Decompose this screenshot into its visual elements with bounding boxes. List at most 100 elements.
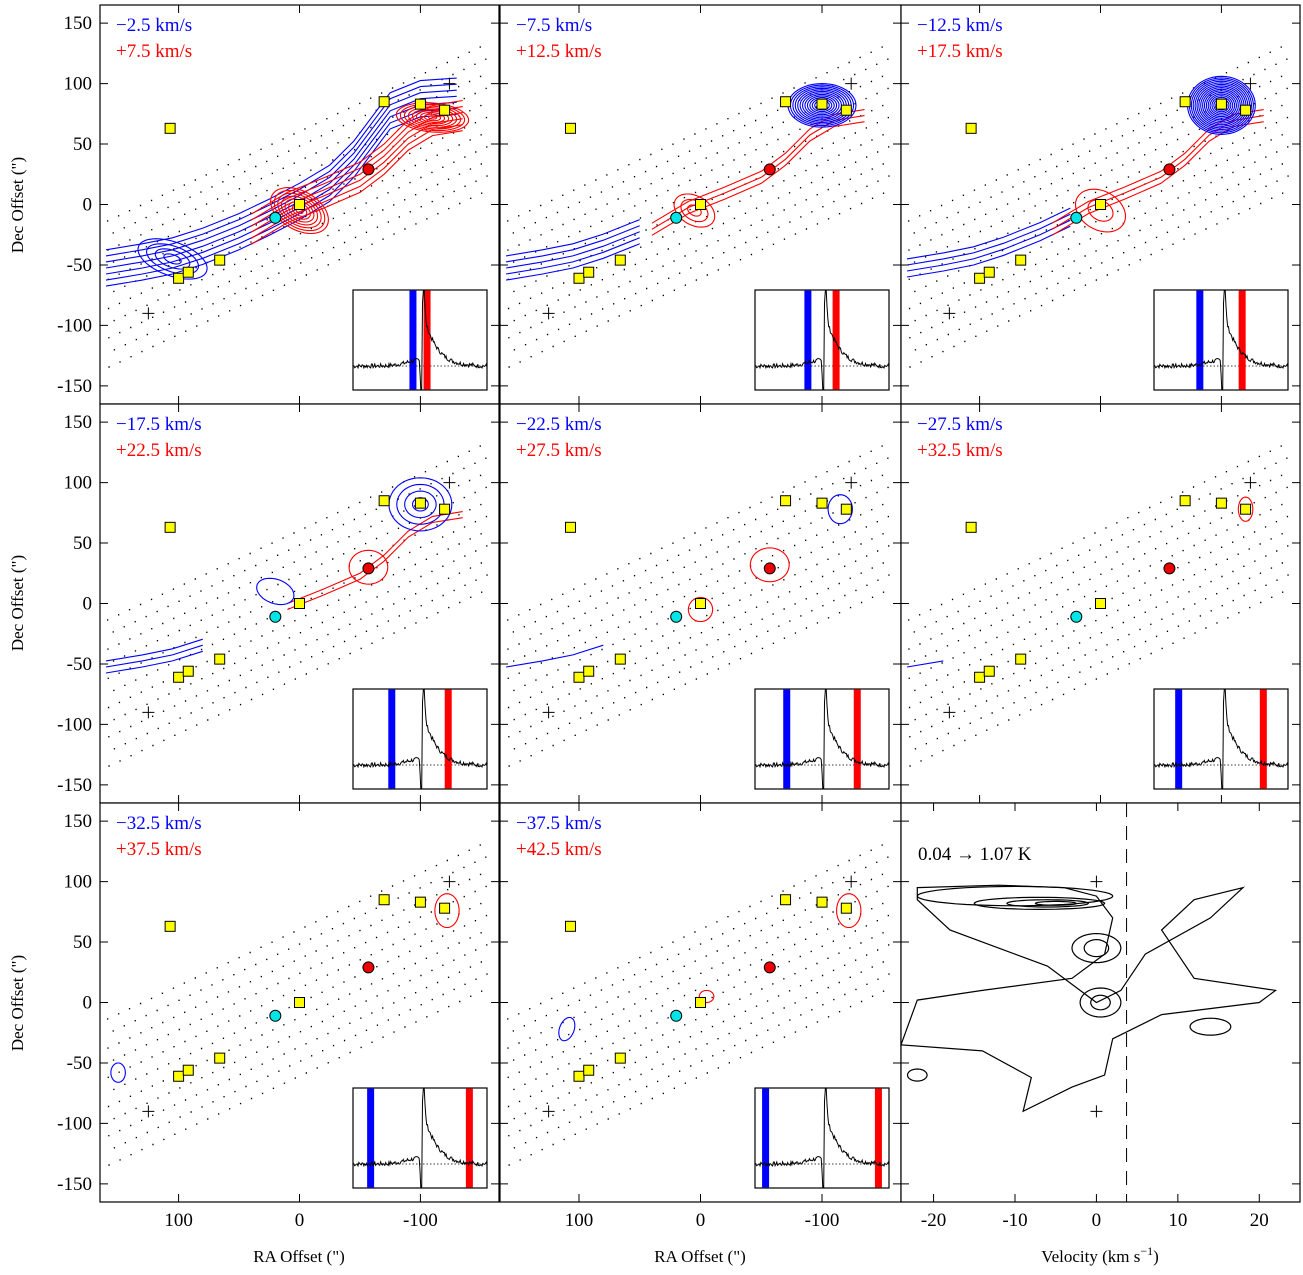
pv-contour (916, 885, 1114, 907)
yellow-square-source (695, 997, 706, 1008)
map-panel-8: −37.5 km/s +42.5 km/s 100 0 -100 (499, 802, 902, 1231)
red-contour (687, 596, 714, 623)
x-axis-label: RA Offset (") (253, 1247, 345, 1266)
blue-contour (1203, 90, 1239, 121)
blue-contour (804, 93, 840, 117)
yellow-square-source (573, 671, 585, 683)
yellow-square-source (182, 1064, 194, 1076)
yellow-square-source (182, 665, 194, 677)
x-tick-label: -20 (921, 1210, 946, 1231)
sample-grid (908, 445, 1289, 767)
x-tick-label: 0 (295, 1210, 305, 1231)
plus-marker (845, 77, 858, 90)
sample-grid (908, 46, 1289, 368)
x-axis-label-pv: Velocity (km s−1) (1041, 1244, 1159, 1266)
cyan-circle-source (1070, 610, 1083, 623)
red-circle-source (362, 961, 375, 974)
yellow-square-source (1095, 598, 1106, 609)
y-tick-label: 0 (83, 993, 93, 1014)
yellow-square-source (816, 98, 828, 110)
yellow-square-source (695, 199, 706, 210)
red-velocity-label: +42.5 km/s (516, 839, 602, 860)
x-tick-label: 10 (1168, 1210, 1187, 1231)
cyan-circle-source (670, 610, 683, 623)
cyan-circle-source (269, 610, 282, 623)
yellow-square-source (378, 894, 390, 906)
x-axis-label: RA Offset (") (654, 1247, 746, 1266)
map-panel-3: −12.5 km/s +17.5 km/s (900, 4, 1301, 405)
yellow-square-source (1015, 254, 1027, 266)
yellow-square-source (214, 1052, 226, 1064)
red-velocity-label: +12.5 km/s (516, 41, 602, 62)
blue-velocity-label: −22.5 km/s (516, 414, 602, 435)
blue-contour (906, 660, 944, 668)
yellow-square-source (573, 1070, 585, 1082)
blue-contour (163, 253, 182, 265)
spectrum-line (352, 688, 488, 790)
blue-velocity-label: −7.5 km/s (516, 15, 592, 36)
yellow-square-source (1215, 98, 1227, 110)
blue-contour (256, 577, 295, 606)
yellow-square-source (378, 96, 390, 108)
spectrum-line (754, 289, 890, 391)
blue-velocity-band (783, 689, 791, 789)
red-circle-source (763, 163, 776, 176)
yellow-square-source (1240, 503, 1252, 515)
blue-contour (1209, 95, 1234, 116)
plus-marker (1090, 875, 1103, 888)
yellow-square-source (564, 122, 576, 134)
blue-velocity-label: −27.5 km/s (917, 414, 1003, 435)
blue-contour (506, 231, 640, 269)
red-circle-source (763, 961, 776, 974)
yellow-square-source (816, 896, 828, 908)
yellow-square-source (214, 254, 226, 266)
red-velocity-band (423, 290, 431, 390)
panel-frame (900, 802, 1301, 1203)
yellow-square-source (983, 266, 995, 278)
y-axis-label: Dec Offset (") (8, 955, 27, 1051)
blue-contour (906, 219, 1071, 272)
red-contour (651, 121, 865, 236)
yellow-square-source (965, 122, 977, 134)
red-contour (287, 511, 463, 605)
blue-velocity-label: −2.5 km/s (116, 15, 192, 36)
spectrum-line (352, 1087, 488, 1189)
y-tick-label: 150 (64, 13, 93, 34)
plus-marker (943, 307, 956, 320)
y-axis-label: Dec Offset (") (8, 555, 27, 651)
blue-velocity-band (1175, 689, 1183, 789)
blue-contour (105, 650, 203, 674)
cyan-circle-source (269, 1009, 282, 1022)
red-contour (680, 198, 709, 223)
pv-contour (1006, 899, 1090, 908)
red-circle-source (1163, 163, 1176, 176)
pv-contour (1034, 900, 1077, 906)
blue-velocity-band (388, 689, 396, 789)
blue-contour (787, 83, 857, 128)
blue-contour (1187, 75, 1256, 135)
x-tick-label: 0 (696, 1210, 706, 1231)
red-velocity-label: +7.5 km/s (116, 41, 192, 62)
red-contour (1237, 496, 1254, 522)
pv-contour (1189, 1017, 1232, 1036)
blue-contour (789, 84, 855, 127)
blue-contour (105, 644, 203, 668)
blue-contour (1190, 79, 1253, 132)
blue-velocity-label: −37.5 km/s (516, 813, 602, 834)
sample-grid (107, 844, 488, 1166)
cyan-circle-source (670, 1009, 683, 1022)
spectrum-line (1153, 289, 1289, 391)
plus-marker (142, 307, 155, 320)
spectrum-line (754, 1087, 890, 1189)
blue-velocity-band (762, 1088, 770, 1188)
plus-marker (443, 875, 456, 888)
pv-contour (906, 1068, 928, 1082)
yellow-square-source (780, 96, 792, 108)
plus-marker (1244, 476, 1257, 489)
yellow-square-source (439, 503, 451, 515)
blue-velocity-label: −12.5 km/s (917, 15, 1003, 36)
map-panel-7: −32.5 km/s +37.5 km/s 150 100 50 0 -50 -100 -150… (57, 802, 500, 1231)
yellow-square-source (294, 997, 305, 1008)
x-tick-label: 20 (1250, 1210, 1269, 1231)
